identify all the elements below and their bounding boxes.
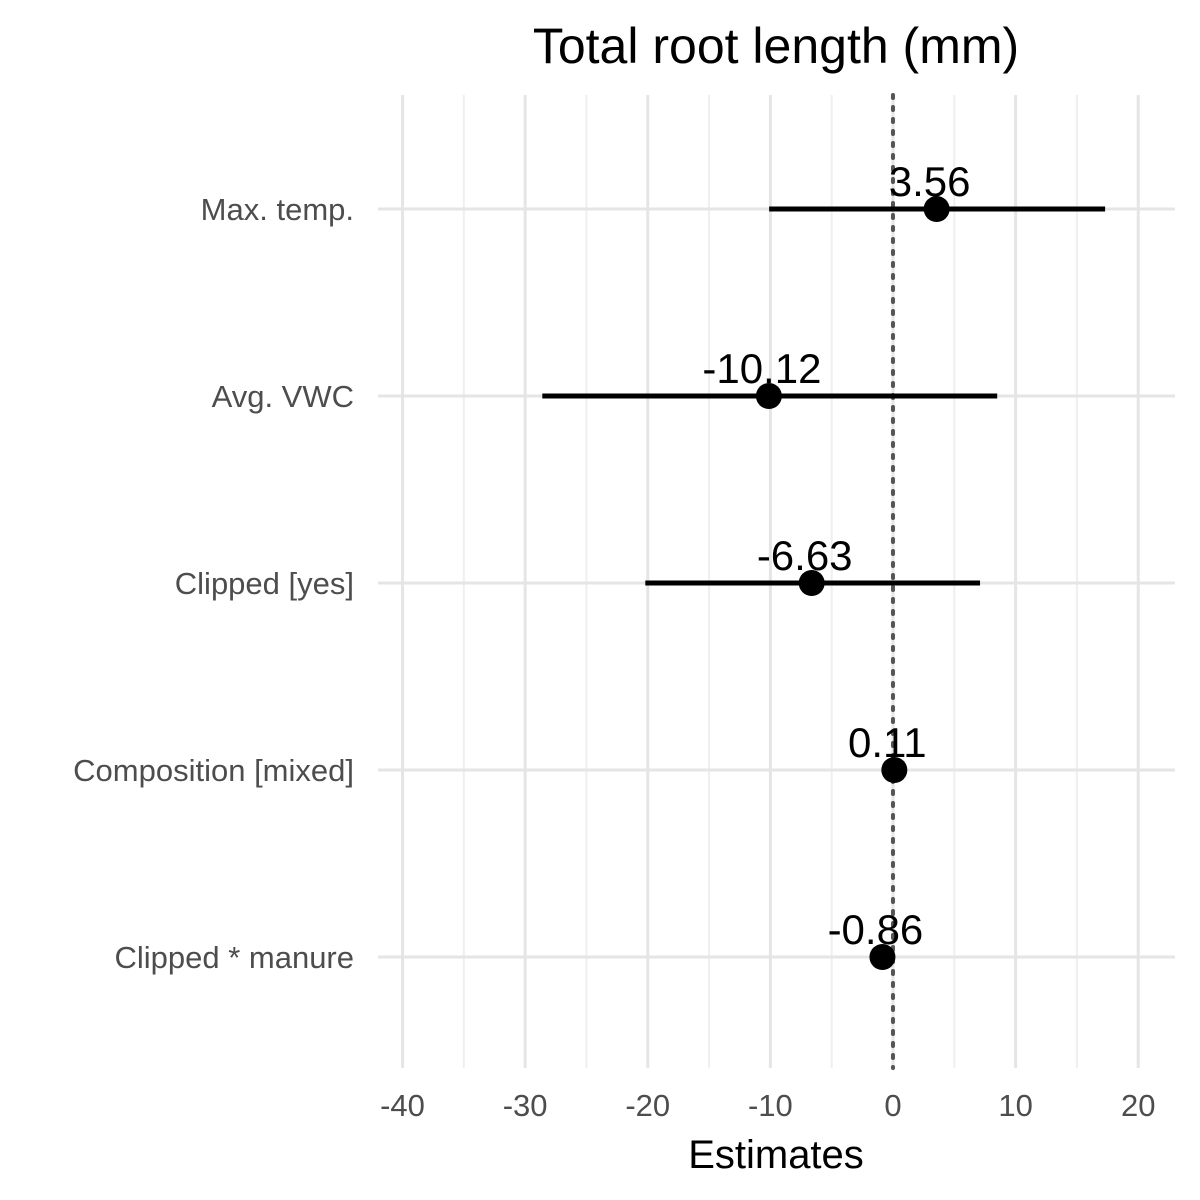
x-tick-label: -10 (748, 1088, 793, 1123)
estimate-point (923, 196, 950, 222)
category-label: Clipped * manure (114, 940, 354, 975)
category-label: Clipped [yes] (175, 566, 354, 601)
category-label: Avg. VWC (212, 379, 354, 414)
chart-title: Total root length (mm) (533, 18, 1019, 74)
estimate-label: -0.86 (828, 906, 924, 953)
estimate-label: 3.56 (889, 158, 971, 205)
x-tick-label: 10 (998, 1088, 1032, 1123)
x-tick-label: 20 (1121, 1088, 1155, 1123)
x-axis-title: Estimates (688, 1133, 864, 1177)
x-tick-label: -40 (380, 1088, 425, 1123)
category-label: Max. temp. (201, 192, 354, 227)
estimate-label: -6.63 (757, 532, 853, 579)
x-tick-label: -20 (625, 1088, 670, 1123)
estimate-point (881, 757, 908, 783)
estimate-point (798, 570, 825, 596)
x-tick-label: 0 (884, 1088, 901, 1123)
x-tick-label: -30 (503, 1088, 548, 1123)
estimate-label: 0.11 (848, 719, 927, 766)
estimate-label: -10.12 (702, 345, 821, 392)
marks-layer (542, 93, 1106, 1070)
labels-layer: -40 -30 -20 -10 0 10 20 Max. temp. Avg. VWC Clipp… (73, 158, 1155, 1123)
category-label: Composition [mixed] (73, 753, 354, 788)
estimate-point (869, 944, 896, 970)
estimate-point (755, 383, 782, 409)
